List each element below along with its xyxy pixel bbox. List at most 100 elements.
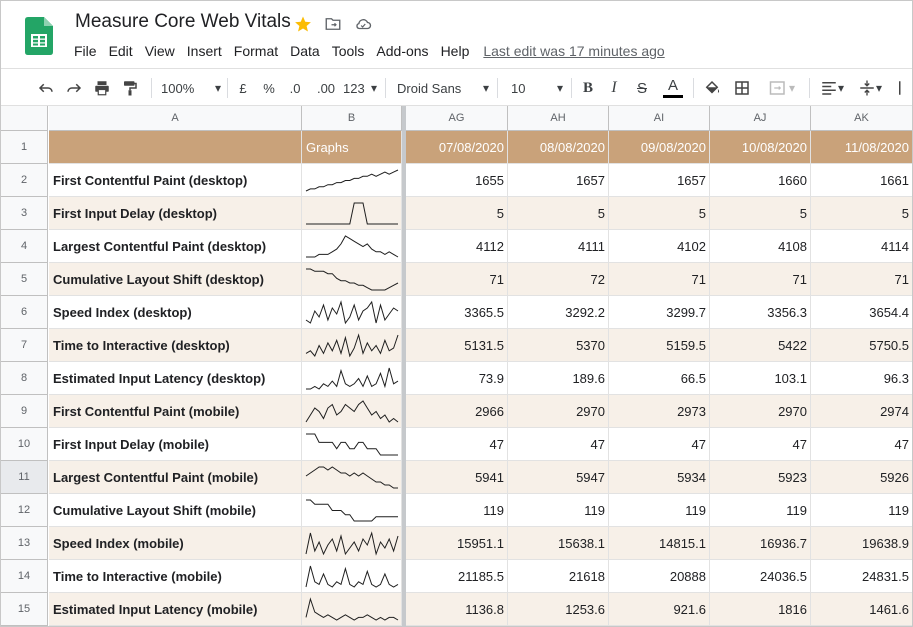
value-cell[interactable]: 5422 (710, 329, 811, 362)
value-cell[interactable]: 1657 (609, 164, 710, 197)
header-cell-date[interactable]: 11/08/2020 (811, 131, 912, 164)
fill-color-icon[interactable] (701, 69, 723, 107)
value-cell[interactable]: 4102 (609, 230, 710, 263)
borders-icon[interactable] (731, 69, 753, 107)
header-cell-date[interactable]: 08/08/2020 (508, 131, 609, 164)
value-cell[interactable]: 3299.7 (609, 296, 710, 329)
menu-insert[interactable]: Insert (186, 43, 222, 59)
value-cell[interactable]: 1816 (710, 593, 811, 626)
strikethrough-button[interactable]: S (636, 79, 647, 97)
last-edit-link[interactable]: Last edit was 17 minutes ago (483, 43, 665, 59)
value-cell[interactable]: 119 (710, 494, 811, 527)
value-cell[interactable]: 21185.5 (406, 560, 508, 593)
value-cell[interactable]: 119 (609, 494, 710, 527)
column-header-aj[interactable]: AJ (710, 106, 811, 131)
column-header-b[interactable]: B (302, 106, 402, 131)
more-formats-button[interactable]: 123 ▾ (343, 69, 377, 107)
redo-icon[interactable] (63, 69, 85, 107)
value-cell[interactable]: 24831.5 (811, 560, 912, 593)
value-cell[interactable]: 5 (609, 197, 710, 230)
value-cell[interactable]: 5 (710, 197, 811, 230)
value-cell[interactable]: 71 (811, 263, 912, 296)
sparkline-cell[interactable] (302, 263, 402, 296)
value-cell[interactable]: 20888 (609, 560, 710, 593)
value-cell[interactable]: 5926 (811, 461, 912, 494)
sparkline-cell[interactable] (302, 560, 402, 593)
metric-label-cell[interactable]: First Input Delay (mobile) (49, 428, 302, 461)
value-cell[interactable]: 1136.8 (406, 593, 508, 626)
sparkline-cell[interactable] (302, 461, 402, 494)
value-cell[interactable]: 5750.5 (811, 329, 912, 362)
value-cell[interactable]: 4114 (811, 230, 912, 263)
row-header-10[interactable]: 10 (1, 428, 48, 461)
value-cell[interactable]: 96.3 (811, 362, 912, 395)
sparkline-cell[interactable] (302, 428, 402, 461)
sparkline-cell[interactable] (302, 494, 402, 527)
metric-label-cell[interactable]: Estimated Input Latency (mobile) (49, 593, 302, 626)
value-cell[interactable]: 2970 (508, 395, 609, 428)
frozen-columns-divider[interactable] (402, 106, 406, 627)
italic-button[interactable]: I (611, 79, 617, 96)
metric-label-cell[interactable]: Cumulative Layout Shift (mobile) (49, 494, 302, 527)
row-header-14[interactable]: 14 (1, 560, 48, 593)
value-cell[interactable]: 4111 (508, 230, 609, 263)
paint-format-icon[interactable] (119, 69, 141, 107)
value-cell[interactable]: 2973 (609, 395, 710, 428)
value-cell[interactable]: 2966 (406, 395, 508, 428)
value-cell[interactable]: 47 (406, 428, 508, 461)
value-cell[interactable]: 14815.1 (609, 527, 710, 560)
header-cell-date[interactable]: 10/08/2020 (710, 131, 811, 164)
sparkline-cell[interactable] (302, 593, 402, 626)
column-header-ah[interactable]: AH (508, 106, 609, 131)
header-cell-graphs[interactable]: Graphs (302, 131, 402, 164)
metric-label-cell[interactable]: First Contentful Paint (mobile) (49, 395, 302, 428)
value-cell[interactable]: 119 (406, 494, 508, 527)
sparkline-cell[interactable] (302, 329, 402, 362)
font-size-select[interactable]: 10 ▾ (511, 69, 563, 107)
value-cell[interactable]: 4108 (710, 230, 811, 263)
row-header-8[interactable]: 8 (1, 362, 48, 395)
sparkline-cell[interactable] (302, 362, 402, 395)
value-cell[interactable]: 189.6 (508, 362, 609, 395)
sparkline-cell[interactable] (302, 527, 402, 560)
value-cell[interactable]: 47 (508, 428, 609, 461)
text-wrap-icon[interactable] (893, 69, 911, 107)
value-cell[interactable]: 19638.9 (811, 527, 912, 560)
value-cell[interactable]: 5 (406, 197, 508, 230)
metric-label-cell[interactable]: First Contentful Paint (desktop) (49, 164, 302, 197)
value-cell[interactable]: 21618 (508, 560, 609, 593)
value-cell[interactable]: 103.1 (710, 362, 811, 395)
zoom-select[interactable]: 100% ▾ (161, 69, 221, 107)
metric-label-cell[interactable]: Time to Interactive (mobile) (49, 560, 302, 593)
value-cell[interactable]: 5947 (508, 461, 609, 494)
metric-label-cell[interactable]: First Input Delay (desktop) (49, 197, 302, 230)
text-color-button[interactable]: A (661, 69, 685, 107)
row-header-5[interactable]: 5 (1, 263, 48, 296)
value-cell[interactable]: 119 (508, 494, 609, 527)
value-cell[interactable]: 73.9 (406, 362, 508, 395)
value-cell[interactable]: 3292.2 (508, 296, 609, 329)
print-icon[interactable] (91, 69, 113, 107)
value-cell[interactable]: 1655 (406, 164, 508, 197)
vertical-align-icon[interactable]: ▾ (853, 69, 887, 107)
value-cell[interactable]: 1661 (811, 164, 912, 197)
column-header-ak[interactable]: AK (811, 106, 912, 131)
value-cell[interactable]: 5159.5 (609, 329, 710, 362)
font-select[interactable]: Droid Sans ▾ (397, 69, 489, 107)
column-header-a[interactable]: A (49, 106, 302, 131)
value-cell[interactable]: 24036.5 (710, 560, 811, 593)
star-icon[interactable] (293, 14, 313, 34)
row-header-9[interactable]: 9 (1, 395, 48, 428)
cloud-status-icon[interactable] (353, 14, 373, 34)
value-cell[interactable]: 4112 (406, 230, 508, 263)
value-cell[interactable]: 5131.5 (406, 329, 508, 362)
value-cell[interactable]: 1660 (710, 164, 811, 197)
value-cell[interactable]: 47 (609, 428, 710, 461)
undo-icon[interactable] (35, 69, 57, 107)
row-header-4[interactable]: 4 (1, 230, 48, 263)
value-cell[interactable]: 5370 (508, 329, 609, 362)
horizontal-align-icon[interactable]: ▾ (815, 69, 849, 107)
merge-cells-icon[interactable]: ▾ (761, 69, 801, 107)
metric-label-cell[interactable]: Cumulative Layout Shift (desktop) (49, 263, 302, 296)
value-cell[interactable]: 47 (710, 428, 811, 461)
